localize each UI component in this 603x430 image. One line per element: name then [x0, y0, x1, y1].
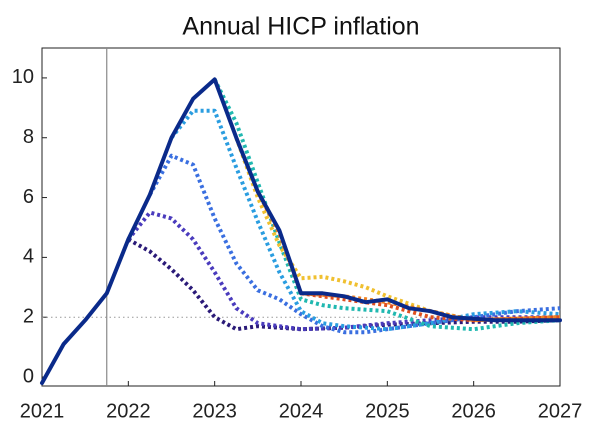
series-line [234, 137, 561, 323]
y-tick-label: 10 [12, 66, 34, 88]
x-tick-label: 2022 [106, 400, 151, 422]
y-tick-label: 4 [23, 246, 34, 268]
y-tick-label: 8 [23, 126, 34, 148]
x-tick-label: 2025 [365, 400, 410, 422]
series-line [256, 190, 561, 323]
chart-title: Annual HICP inflation [182, 13, 419, 41]
x-tick-label: 2026 [451, 400, 496, 422]
plot-frame [41, 47, 561, 387]
y-tick-label: 2 [23, 305, 34, 327]
x-tick-label: 2027 [538, 400, 583, 422]
series-line [169, 108, 561, 332]
series-line [148, 153, 561, 335]
series-line [40, 77, 562, 385]
series-line [127, 237, 561, 332]
x-tick-label: 2024 [279, 400, 324, 422]
y-tick-label: 0 [23, 365, 34, 387]
x-tick-label: 2023 [192, 400, 237, 422]
series-line [126, 210, 560, 332]
y-tick-label: 6 [23, 186, 34, 208]
series-line [212, 78, 561, 332]
x-tick-label: 2021 [20, 400, 65, 422]
